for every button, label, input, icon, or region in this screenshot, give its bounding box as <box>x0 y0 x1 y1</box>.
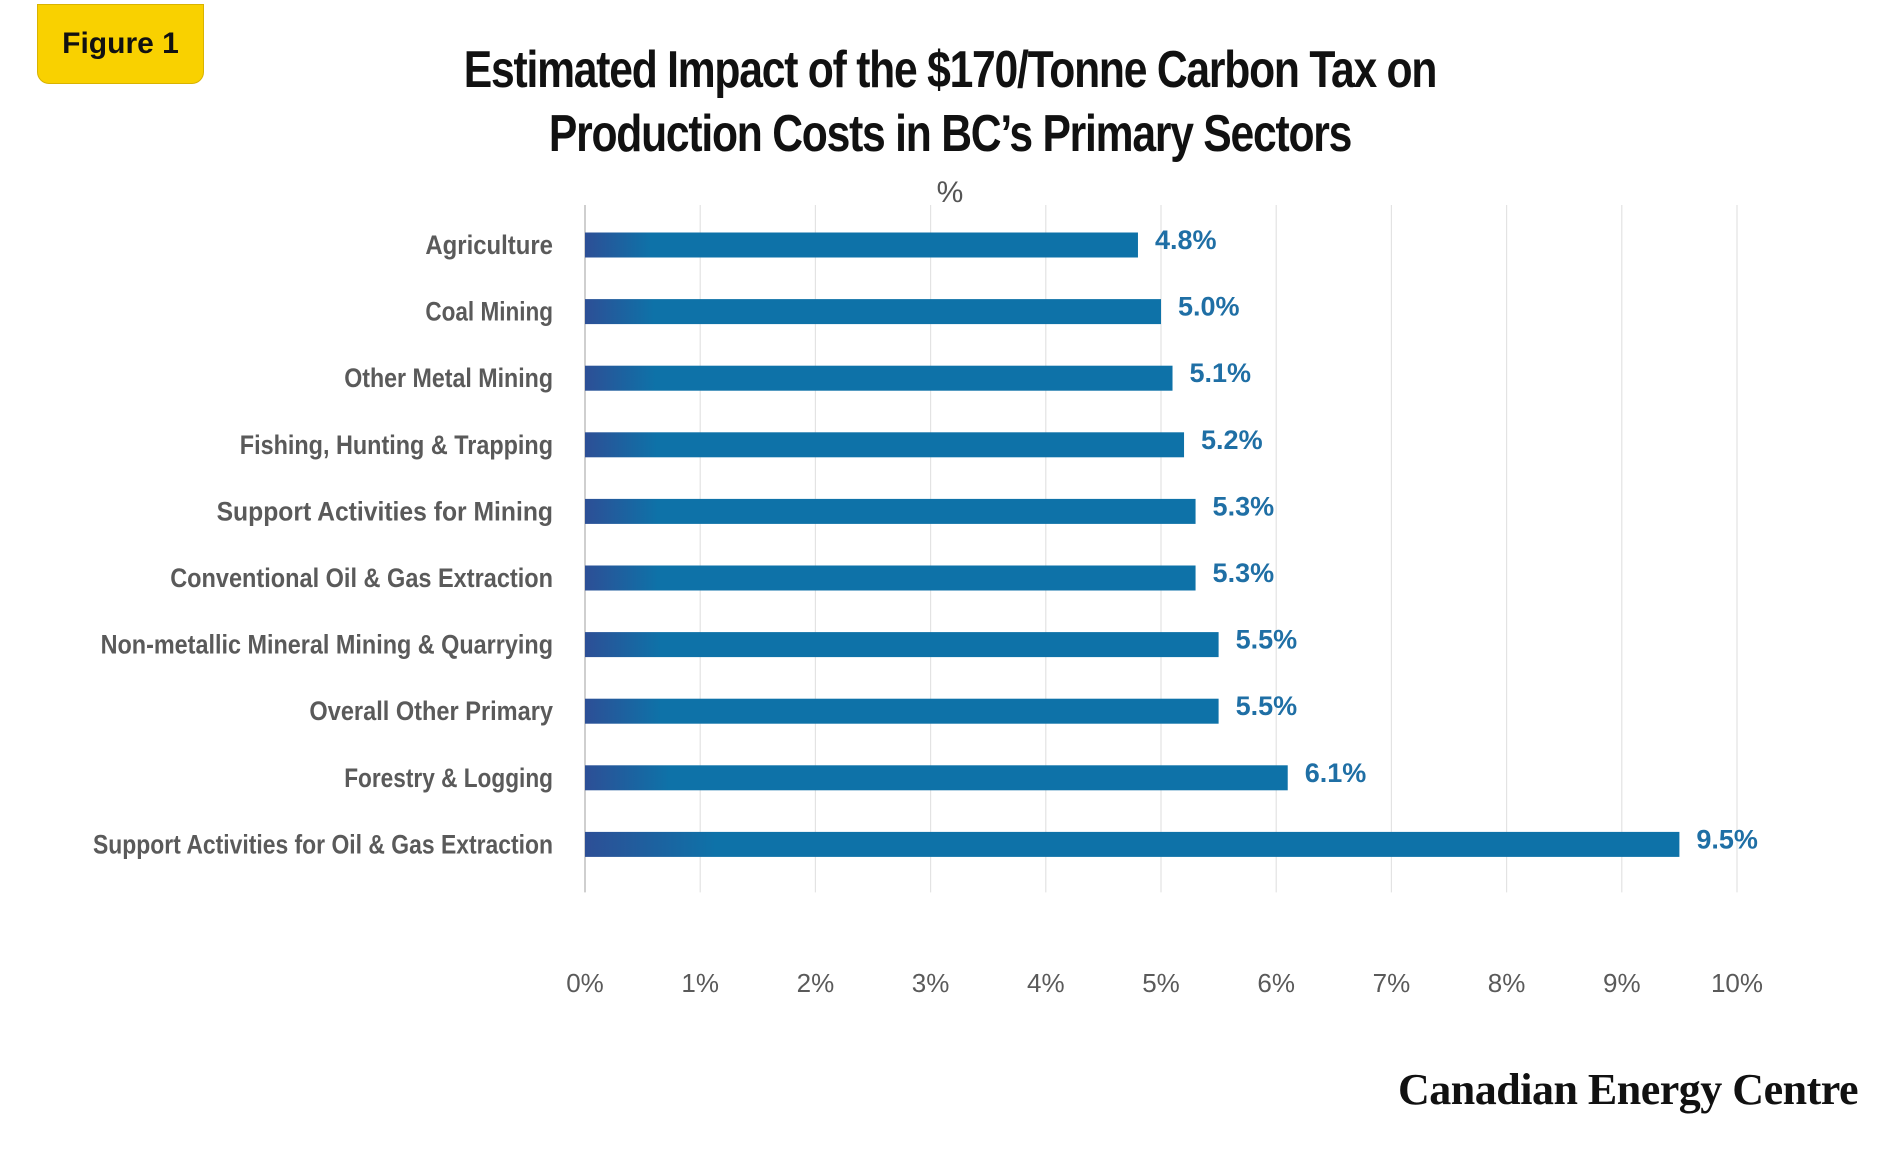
x-axis-tick-labels: 0% 1% 2% 3% 4% 5% 6% 7% 8% 9% 10% <box>566 968 1763 998</box>
bars <box>585 232 1680 857</box>
bar <box>585 232 1138 258</box>
category-labels: Agriculture Coal Mining Other Metal Mining… <box>93 230 553 859</box>
value-label: 4.8% <box>1155 225 1217 255</box>
x-tick-label: 3% <box>912 968 950 998</box>
bar <box>585 831 1680 857</box>
value-label: 5.0% <box>1178 292 1240 322</box>
bar <box>585 565 1196 591</box>
category-label: Fishing, Hunting & Trapping <box>240 430 553 460</box>
bar <box>585 698 1219 724</box>
category-label: Non-metallic Mineral Mining & Quarrying <box>101 630 553 660</box>
value-label: 5.2% <box>1201 425 1263 455</box>
category-label: Other Metal Mining <box>344 363 553 393</box>
value-label: 5.1% <box>1190 358 1252 388</box>
x-tick-label: 8% <box>1488 968 1526 998</box>
canadian-energy-centre-logo: Canadian Energy Centre <box>1398 1065 1858 1114</box>
x-tick-label: 10% <box>1711 968 1763 998</box>
value-label: 6.1% <box>1305 758 1367 788</box>
chart-title-line-2: Production Costs in BC’s Primary Sectors <box>548 105 1352 163</box>
x-tick-label: 5% <box>1142 968 1180 998</box>
x-tick-label: 6% <box>1257 968 1295 998</box>
value-label: 5.3% <box>1213 491 1275 521</box>
unit-label: % <box>936 176 964 209</box>
x-tick-label: 9% <box>1603 968 1641 998</box>
x-tick-label: 1% <box>681 968 719 998</box>
value-labels: 4.8% 5.0% 5.1% 5.2% 5.3% 5.3% 5.5% 5.5% 6.1% 9.5% <box>1155 225 1758 854</box>
bar <box>585 498 1196 524</box>
chart-title-line-1: Estimated Impact of the $170/Tonne Carbo… <box>463 41 1438 99</box>
bar <box>585 632 1219 658</box>
bar <box>585 765 1288 791</box>
x-tick-label: 2% <box>797 968 835 998</box>
chart-title: Estimated Impact of the $170/Tonne Carbo… <box>0 38 1900 166</box>
category-label: Coal Mining <box>425 297 553 327</box>
x-tick-label: 4% <box>1027 968 1065 998</box>
category-label: Forestry & Logging <box>344 763 553 793</box>
x-tick-label: 0% <box>566 968 604 998</box>
category-label: Support Activities for Mining <box>217 496 553 526</box>
value-label: 5.3% <box>1213 558 1275 588</box>
value-label: 5.5% <box>1236 625 1298 655</box>
category-label: Agriculture <box>425 230 553 260</box>
category-label: Support Activities for Oil & Gas Extract… <box>93 829 553 859</box>
bar <box>585 432 1185 458</box>
bar <box>585 299 1161 325</box>
category-label: Conventional Oil & Gas Extraction <box>170 563 553 593</box>
x-tick-label: 7% <box>1373 968 1411 998</box>
category-label: Overall Other Primary <box>309 696 553 726</box>
bar <box>585 365 1173 391</box>
value-label: 9.5% <box>1696 824 1758 854</box>
figure-badge: Figure 1 <box>37 4 204 84</box>
value-label: 5.5% <box>1236 691 1298 721</box>
